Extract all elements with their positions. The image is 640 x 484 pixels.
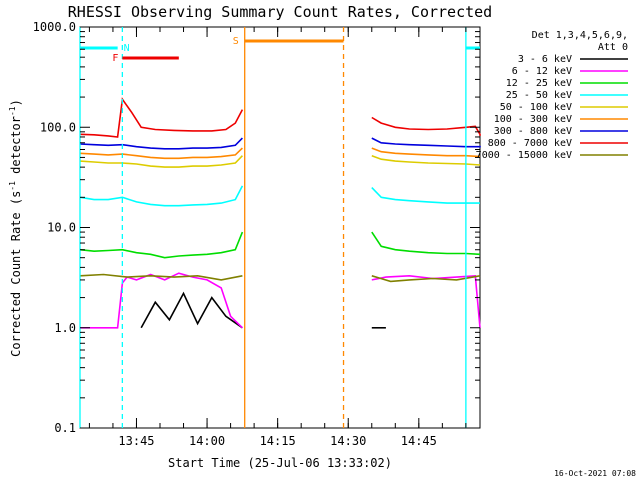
series-line-5-segment-1 xyxy=(371,147,481,158)
series-line-2-segment-0 xyxy=(79,231,244,259)
y-axis-label-mid: detector xyxy=(9,116,23,181)
y-axis: 0.1 1.0 10.0 100.0 1000.0 xyxy=(33,20,480,435)
series-line-0-segment-0 xyxy=(140,291,243,329)
series-line-8-segment-0 xyxy=(79,273,243,281)
legend-header-detectors: Det 1,3,4,5,6,9, xyxy=(532,30,628,41)
chart-title: RHESSI Observing Summary Count Rates, Co… xyxy=(68,3,492,21)
legend-label-8: 7000 - 15000 keV xyxy=(476,150,572,161)
legend-label-0: 3 - 6 keV xyxy=(518,54,572,65)
flag-bar-layer: NF S xyxy=(80,36,480,64)
legend-label-5: 100 - 300 keV xyxy=(494,114,572,125)
y-tick-label-2: 10.0 xyxy=(47,221,76,235)
x-tick-label-3: 14:30 xyxy=(330,434,366,448)
series-line-4-segment-0 xyxy=(79,155,243,168)
legend-label-1: 6 - 12 keV xyxy=(512,66,572,77)
series-line-1-segment-0 xyxy=(80,272,243,329)
series-line-1-segment-1 xyxy=(371,274,481,328)
flag-label-F: F xyxy=(112,53,118,64)
x-tick-label-0: 13:45 xyxy=(118,434,154,448)
series-line-7-segment-0 xyxy=(79,97,244,138)
y-axis-label-sup1: -1 xyxy=(8,181,17,191)
x-axis: 13:45 14:00 14:15 14:30 14:45 xyxy=(88,27,467,448)
y-axis-label-sup2: -1 xyxy=(8,106,17,116)
x-axis-label: Start Time (25-Jul-06 13:33:02) xyxy=(168,456,392,470)
series-line-2-segment-1 xyxy=(371,231,481,256)
legend-label-2: 12 - 25 keV xyxy=(506,78,572,89)
series-line-5-segment-0 xyxy=(79,147,243,160)
plot-frame xyxy=(79,26,481,429)
y-axis-label-main: Corrected Count Rate (s xyxy=(9,191,23,357)
y-axis-label-end: ) xyxy=(9,99,23,106)
series-line-6-segment-0 xyxy=(79,137,243,150)
series-line-4-segment-1 xyxy=(371,154,481,166)
y-tick-label-0: 0.1 xyxy=(54,421,76,435)
legend-header-attenuator: Att 0 xyxy=(598,42,628,53)
y-tick-label-1: 1.0 xyxy=(54,321,76,335)
series-line-8-segment-1 xyxy=(371,275,481,283)
series-line-3-segment-0 xyxy=(79,185,244,207)
x-tick-label-2: 14:15 xyxy=(260,434,296,448)
y-tick-label-4: 1000.0 xyxy=(33,20,76,34)
flag-label-N: N xyxy=(124,43,130,54)
legend-label-3: 25 - 50 keV xyxy=(506,90,572,101)
footer-timestamp: 16-Oct-2021 07:08 xyxy=(554,469,636,478)
vertical-marker-layer xyxy=(79,27,467,428)
legend-label-4: 50 - 100 keV xyxy=(500,102,572,113)
series-line-6-segment-1 xyxy=(371,137,481,148)
flag-label-S: S xyxy=(233,36,239,47)
legend-label-7: 800 - 7000 keV xyxy=(488,138,572,149)
series-layer xyxy=(79,97,481,329)
series-line-3-segment-1 xyxy=(371,187,480,204)
x-tick-label-1: 14:00 xyxy=(189,434,225,448)
y-axis-label: Corrected Count Rate (s-1 detector-1) xyxy=(8,99,23,357)
y-tick-label-3: 100.0 xyxy=(40,120,76,134)
series-line-7-segment-1 xyxy=(371,116,481,136)
legend-label-6: 300 - 800 keV xyxy=(494,126,572,137)
x-tick-label-4: 14:45 xyxy=(401,434,437,448)
